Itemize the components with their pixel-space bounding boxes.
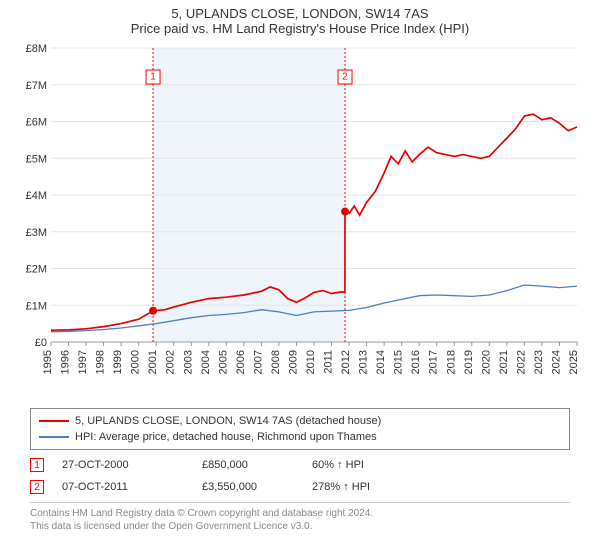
svg-text:2003: 2003 [182,350,194,374]
svg-text:2024: 2024 [550,350,562,374]
svg-text:2025: 2025 [568,350,580,374]
svg-text:£8M: £8M [26,43,47,55]
svg-text:2013: 2013 [358,350,370,374]
svg-text:2022: 2022 [515,350,527,374]
svg-text:£7M: £7M [26,80,47,92]
sale-date: 27-OCT-2000 [62,459,202,471]
svg-text:1997: 1997 [77,350,89,374]
svg-text:2001: 2001 [147,350,159,374]
svg-text:2009: 2009 [287,350,299,374]
footer: Contains HM Land Registry data © Crown c… [30,502,570,533]
svg-text:1999: 1999 [112,350,124,374]
svg-text:2002: 2002 [165,350,177,374]
svg-text:1: 1 [150,72,156,83]
svg-text:2014: 2014 [375,350,387,374]
svg-text:2011: 2011 [323,350,335,374]
svg-text:£4M: £4M [26,190,47,202]
svg-text:2008: 2008 [270,350,282,374]
svg-text:2012: 2012 [340,350,352,374]
svg-text:2020: 2020 [480,350,492,374]
legend-item: HPI: Average price, detached house, Rich… [39,429,561,445]
legend-label: HPI: Average price, detached house, Rich… [75,429,377,445]
sale-row: 2 07-OCT-2011 £3,550,000 278% ↑ HPI [30,476,570,498]
svg-text:2007: 2007 [252,350,264,374]
svg-text:2023: 2023 [533,350,545,374]
svg-text:2: 2 [342,72,348,83]
legend-swatch [39,420,69,422]
svg-text:2006: 2006 [235,350,247,374]
header: 5, UPLANDS CLOSE, LONDON, SW14 7AS Price… [0,0,600,40]
svg-text:2021: 2021 [498,350,510,374]
svg-text:2010: 2010 [305,350,317,374]
svg-text:1996: 1996 [60,350,72,374]
sale-row: 1 27-OCT-2000 £850,000 60% ↑ HPI [30,454,570,476]
svg-text:2018: 2018 [445,350,457,374]
chart: £0 £1M £2M £3M £4M £5M £6M £7M £8M 1995 1996 1997 19… [15,42,585,402]
svg-text:2015: 2015 [393,350,405,374]
subtitle: Price paid vs. HM Land Registry's House … [8,21,592,36]
svg-text:£3M: £3M [26,227,47,239]
svg-text:1998: 1998 [95,350,107,374]
footer-line: Contains HM Land Registry data © Crown c… [30,507,570,520]
sale-marker: 2 [30,480,44,494]
title: 5, UPLANDS CLOSE, LONDON, SW14 7AS [8,6,592,21]
svg-text:£6M: £6M [26,117,47,129]
footer-line: This data is licensed under the Open Gov… [30,520,570,533]
sale-marker: 1 [30,458,44,472]
sale-delta: 60% ↑ HPI [312,459,422,471]
sale-price: £3,550,000 [202,481,312,493]
svg-text:2005: 2005 [217,350,229,374]
sale-delta: 278% ↑ HPI [312,481,422,493]
legend-swatch [39,436,69,438]
svg-text:£2M: £2M [26,264,47,276]
sale-date: 07-OCT-2011 [62,481,202,493]
legend: 5, UPLANDS CLOSE, LONDON, SW14 7AS (deta… [30,408,570,450]
svg-text:2016: 2016 [410,350,422,374]
sale-price: £850,000 [202,459,312,471]
svg-text:£0: £0 [35,337,47,349]
svg-text:2017: 2017 [428,350,440,374]
legend-item: 5, UPLANDS CLOSE, LONDON, SW14 7AS (deta… [39,413,561,429]
svg-text:£1M: £1M [26,300,47,312]
svg-text:1995: 1995 [42,350,54,374]
svg-text:2019: 2019 [463,350,475,374]
svg-text:2000: 2000 [130,350,142,374]
svg-text:2004: 2004 [200,350,212,374]
line-chart: £0 £1M £2M £3M £4M £5M £6M £7M £8M 1995 1996 1997 19… [15,42,585,402]
legend-label: 5, UPLANDS CLOSE, LONDON, SW14 7AS (deta… [75,413,381,429]
svg-text:£5M: £5M [26,153,47,165]
sales-table: 1 27-OCT-2000 £850,000 60% ↑ HPI 2 07-OC… [30,454,570,498]
